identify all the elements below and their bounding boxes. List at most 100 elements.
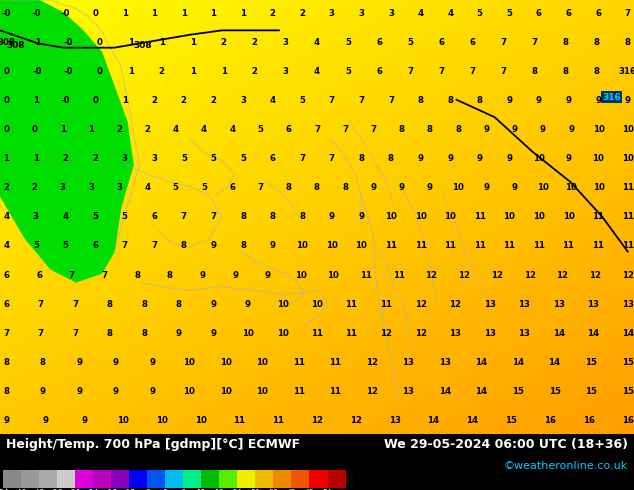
Text: 6: 6 [438,38,444,47]
Text: 9: 9 [447,154,453,163]
Text: 6: 6 [269,154,276,163]
Text: 5: 5 [63,242,68,250]
Text: 7: 7 [624,8,631,18]
Bar [202,470,219,488]
Text: 1: 1 [88,125,94,134]
Text: 7: 7 [210,212,216,221]
Text: 8: 8 [342,183,348,192]
Text: 2: 2 [221,38,227,47]
Text: 6: 6 [469,38,476,47]
Text: 3: 3 [88,183,94,192]
Text: 3: 3 [116,183,122,192]
Text: -0: -0 [61,96,70,105]
Text: 4: 4 [63,212,68,221]
Text: 10: 10 [385,212,397,221]
Text: 5: 5 [33,242,39,250]
Text: 11: 11 [293,358,305,367]
Bar [183,470,202,488]
Text: 3: 3 [388,8,394,18]
Text: 8: 8 [447,96,453,105]
Text: 2: 2 [63,154,68,163]
Text: 10: 10 [276,300,288,309]
Text: 1: 1 [158,38,165,47]
Text: 7: 7 [122,242,127,250]
Text: 9: 9 [77,358,82,367]
Text: 9: 9 [269,242,276,250]
Text: 4: 4 [172,125,179,134]
Text: 1: 1 [122,8,127,18]
Text: 15: 15 [585,358,597,367]
Text: 1: 1 [122,96,127,105]
Text: 10: 10 [415,212,427,221]
Text: 10: 10 [562,212,574,221]
Text: 9: 9 [540,125,546,134]
Text: 8: 8 [455,125,461,134]
Text: 14: 14 [512,358,524,367]
Text: ©weatheronline.co.uk: ©weatheronline.co.uk [503,461,628,471]
Text: 1: 1 [210,8,216,18]
Text: -1: -1 [32,38,42,47]
Text: 8: 8 [418,96,424,105]
Text: 8: 8 [3,358,10,367]
Text: 5: 5 [210,154,216,163]
Text: 13: 13 [587,300,599,309]
Text: 1: 1 [33,154,39,163]
Text: 10: 10 [220,358,231,367]
Text: 8: 8 [107,300,113,309]
Bar [3,470,21,488]
Text: 9: 9 [477,154,482,163]
Text: 2: 2 [152,96,157,105]
Text: 10: 10 [242,329,254,338]
Text: 7: 7 [299,154,305,163]
Text: 12: 12 [366,387,378,396]
Text: 2: 2 [299,8,305,18]
Bar [219,470,237,488]
Text: 11: 11 [592,212,604,221]
Text: 12: 12 [449,300,461,309]
Bar [39,470,57,488]
Text: 10: 10 [444,212,456,221]
Bar [256,470,273,488]
Text: 4: 4 [3,242,10,250]
Text: 10: 10 [296,242,308,250]
Text: 7: 7 [500,38,507,47]
Bar [75,470,93,488]
Text: 7: 7 [342,125,348,134]
Text: -0: -0 [33,67,42,76]
Text: 9: 9 [624,96,631,105]
Text: 15: 15 [622,387,633,396]
Text: 8: 8 [562,38,569,47]
Text: 10: 10 [537,183,549,192]
Text: 12: 12 [425,270,437,280]
Text: 3: 3 [122,154,127,163]
Text: 8: 8 [593,67,600,76]
Text: 11: 11 [233,416,245,425]
Text: 7: 7 [388,96,394,105]
Text: 5: 5 [173,183,179,192]
Text: 12: 12 [458,270,470,280]
Text: 1: 1 [33,96,39,105]
Bar [112,470,129,488]
Text: 4: 4 [230,125,235,134]
Text: 11: 11 [474,242,486,250]
Text: 7: 7 [358,96,365,105]
Text: 9: 9 [77,387,82,396]
Text: 7: 7 [500,67,507,76]
Text: 8: 8 [427,125,433,134]
Text: 16: 16 [544,416,556,425]
Text: 13: 13 [622,300,633,309]
Text: 7: 7 [68,270,75,280]
Text: 7: 7 [181,212,187,221]
Text: 9: 9 [427,183,433,192]
Text: 13: 13 [518,329,530,338]
Text: 11: 11 [380,300,392,309]
Text: 10: 10 [533,212,545,221]
Text: 4: 4 [447,8,453,18]
Text: 3: 3 [358,8,365,18]
Text: 7: 7 [407,67,413,76]
Text: 0: 0 [3,96,10,105]
Text: 9: 9 [507,154,512,163]
Text: 12: 12 [622,270,633,280]
Text: 11: 11 [444,242,456,250]
Text: 12: 12 [589,270,601,280]
